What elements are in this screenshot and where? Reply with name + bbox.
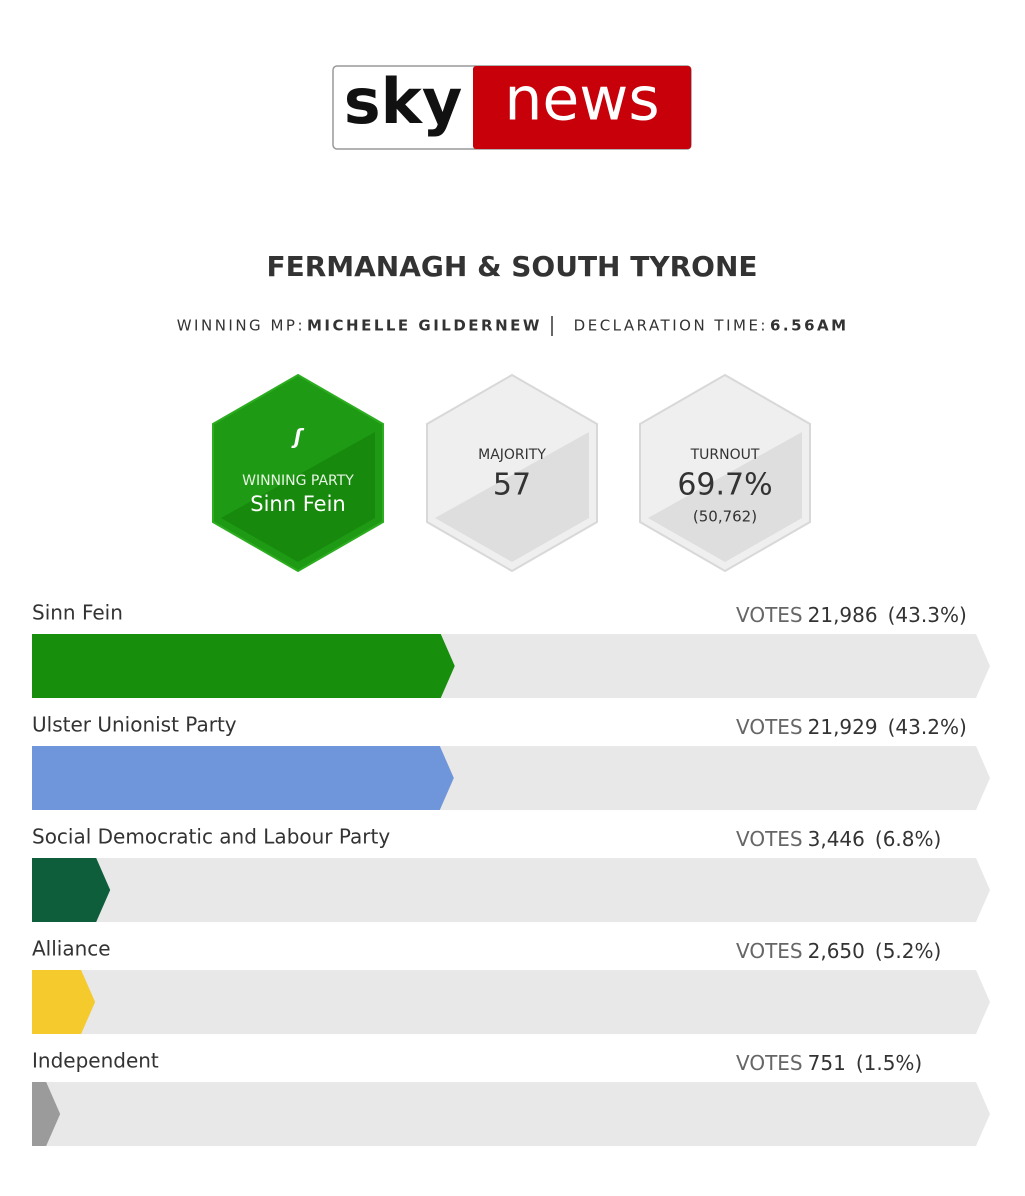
party-name: Alliance	[32, 937, 111, 961]
tile-sub: (50,762)	[693, 508, 757, 526]
votes-text: VOTES 21,986 (43.3%)	[736, 603, 967, 627]
votes-label: VOTES	[736, 603, 803, 627]
declaration-time: 6.56AM	[770, 317, 849, 335]
votes-text: VOTES 21,929 (43.2%)	[736, 715, 967, 739]
votes-label: VOTES	[736, 827, 803, 851]
tile-value: Sinn Fein	[250, 492, 345, 516]
votes-label: VOTES	[736, 715, 803, 739]
logo-sky: sky	[344, 65, 463, 138]
hexagon-shade	[435, 432, 589, 562]
party-name: Sinn Fein	[32, 601, 123, 625]
tile-label: WINNING PARTY	[242, 473, 354, 489]
party-name: Ulster Unionist Party	[32, 713, 237, 737]
bar	[32, 634, 455, 698]
votes-count: 3,446	[808, 827, 865, 851]
party-icon: ʃ	[291, 425, 305, 449]
bar	[32, 858, 111, 922]
votes-count: 2,650	[808, 939, 865, 963]
logo-news: news	[504, 65, 659, 135]
mp-label: WINNING MP:	[177, 317, 305, 335]
results: Sinn Fein VOTES 21,986 (43.3%)Ulster Unioni…	[32, 601, 990, 1146]
votes-label: VOTES	[736, 1051, 803, 1075]
votes-label: VOTES	[736, 939, 803, 963]
hexagon-shade	[221, 432, 375, 562]
tile-value: 57	[493, 468, 531, 503]
votes-count: 751	[808, 1051, 846, 1075]
bar-track	[32, 1082, 990, 1146]
mp-name: MICHELLE GILDERNEW	[307, 317, 542, 335]
title: FERMANAGH & SOUTH TYRONE	[266, 250, 757, 283]
bar-track	[32, 970, 990, 1034]
bar	[32, 746, 454, 810]
logo-red	[473, 66, 691, 149]
votes-text: VOTES 2,650 (5.2%)	[736, 939, 941, 963]
bar	[32, 970, 96, 1034]
vote-share: (6.8%)	[875, 827, 941, 851]
hexagon-shade	[648, 432, 802, 562]
votes-text: VOTES 3,446 (6.8%)	[736, 827, 941, 851]
tile-value: 69.7%	[677, 468, 772, 503]
vote-share: (5.2%)	[875, 939, 941, 963]
vote-share: (43.2%)	[888, 715, 967, 739]
declaration-label: DECLARATION TIME:	[574, 317, 768, 335]
bar	[32, 1082, 61, 1146]
votes-text: VOTES 751 (1.5%)	[736, 1051, 922, 1075]
vote-share: (43.3%)	[888, 603, 967, 627]
party-name: Social Democratic and Labour Party	[32, 825, 390, 849]
logo: sky news	[332, 65, 692, 150]
votes-count: 21,929	[808, 715, 878, 739]
party-name: Independent	[32, 1049, 159, 1073]
votes-count: 21,986	[808, 603, 878, 627]
tile-label: MAJORITY	[478, 447, 546, 463]
tiles	[212, 373, 811, 573]
tile-label: TURNOUT	[690, 447, 760, 463]
bar-track	[32, 858, 990, 922]
vote-share: (1.5%)	[856, 1051, 922, 1075]
